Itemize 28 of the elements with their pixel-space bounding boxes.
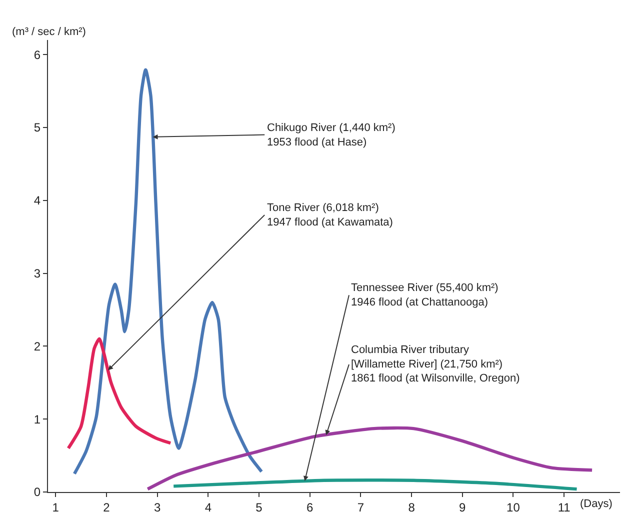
line-series bbox=[146, 426, 594, 491]
line-series bbox=[172, 478, 578, 491]
x-tick-label: 11 bbox=[558, 500, 571, 514]
x-tick-label: 5 bbox=[256, 500, 263, 514]
annotation: Chikugo River (1,440 km²) 1953 flood (at Hase) bbox=[267, 122, 396, 148]
annotation: Columbia River tributary [Willamette River] (21,750 km²) 1861 flood (at Wilsonville, Oregon) bbox=[351, 344, 520, 385]
y-tick-label: 1 bbox=[34, 412, 41, 426]
annotation: Tone River (6,018 km²) 1947 flood (at Kawamata) bbox=[267, 202, 393, 228]
x-tick-label: 2 bbox=[103, 500, 110, 514]
x-tick-label: 9 bbox=[459, 500, 466, 514]
x-tick-label: 8 bbox=[408, 500, 416, 514]
line-series bbox=[66, 337, 172, 450]
annotation: Tennessee River (55,400 km²) 1946 flood (at Chattanooga) bbox=[351, 282, 498, 308]
y-tick-label: 2 bbox=[34, 339, 41, 354]
x-tick-label: 6 bbox=[306, 500, 314, 514]
x-tick-label: 1 bbox=[52, 500, 60, 514]
y-tick-label: 4 bbox=[34, 194, 41, 208]
x-axis-title: (Days) bbox=[580, 498, 612, 510]
y-tick-label: 0 bbox=[34, 485, 41, 500]
y-tick-label: 6 bbox=[34, 48, 41, 62]
x-tick-label: 10 bbox=[506, 500, 520, 514]
x-tick-label: 4 bbox=[204, 500, 212, 514]
y-tick-label: 5 bbox=[34, 120, 41, 135]
y-tick-label: 3 bbox=[34, 266, 41, 280]
x-tick-label: 7 bbox=[357, 500, 364, 514]
line-series bbox=[72, 68, 264, 476]
x-tick-label: 3 bbox=[154, 500, 161, 514]
y-axis-title: (m³ / sec / km²) bbox=[12, 26, 86, 38]
